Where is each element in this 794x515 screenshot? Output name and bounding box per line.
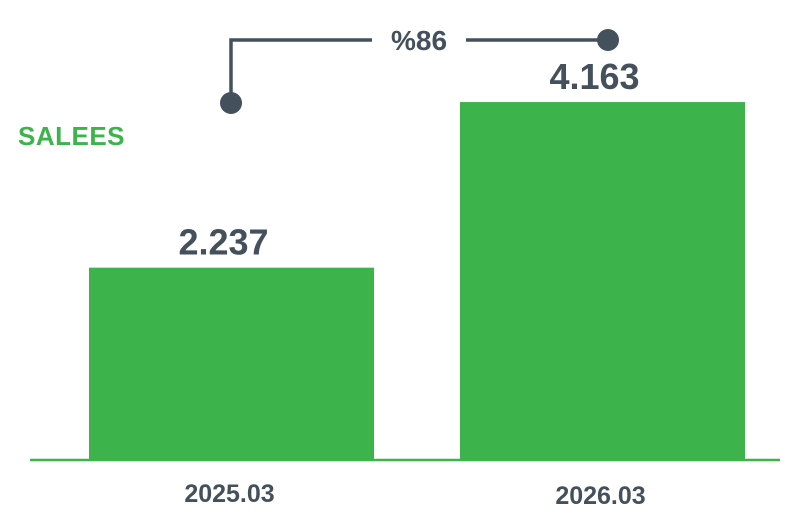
category-label: 2025.03 — [184, 480, 274, 508]
bar-2025.03 — [89, 267, 374, 460]
bars-group — [89, 102, 745, 460]
growth-annotation: %86 — [220, 25, 619, 114]
category-label: 2026.03 — [555, 482, 645, 510]
growth-start-dot — [220, 92, 242, 114]
series-label: SALEES — [18, 121, 126, 151]
bar-2026.03 — [460, 102, 745, 460]
value-label: 4.163 — [549, 56, 639, 97]
labels-group: 2.237 2025.03 4.163 2026.03 — [178, 56, 645, 510]
growth-label: %86 — [391, 25, 447, 56]
value-label: 2.237 — [178, 222, 268, 263]
growth-connector-left — [229, 38, 372, 103]
growth-end-dot — [597, 29, 619, 51]
